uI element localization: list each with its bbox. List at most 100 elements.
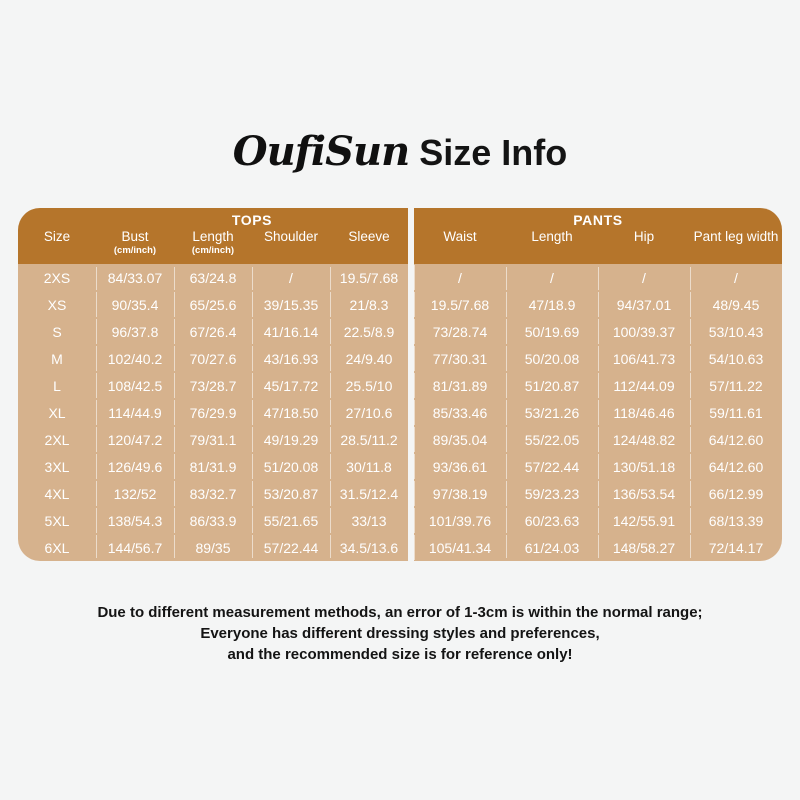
table-cell: 89/35.04 [414,426,506,453]
table-cell: 59/23.23 [506,480,598,507]
title-suffix: Size Info [419,132,568,173]
table-cell: 73/28.7 [174,372,252,399]
table-cell: 120/47.2 [96,426,174,453]
table-cell: 61/24.03 [506,534,598,561]
pants-body: / / //19.5/7.68 47/18.9 94/37.01 48/9.45 73/28… [414,264,782,561]
pants-header: PANTS Waist Length Hip Pant leg width [414,208,782,264]
column-header-bust-label: Bust [121,229,149,244]
column-header-pant-length-label: Length [531,229,573,244]
table-cell: 148/58.27 [598,534,690,561]
table-cell: 47/18.9 [506,291,598,318]
column-header-pant-leg-width: Pant leg width [690,228,782,264]
table-cell: 142/55.91 [598,507,690,534]
table-cell: 21/8.3 [330,291,408,318]
table-cell: 53/21.26 [506,399,598,426]
table-cell: 81/31.9 [174,453,252,480]
table-cell: 94/37.01 [598,291,690,318]
table-cell: 51/20.08 [252,453,330,480]
column-header-bust-unit: (cm/inch) [113,245,157,256]
table-cell: 28.5/11.2 [330,426,408,453]
column-header-waist: Waist [414,228,506,264]
table-cell: S [52,323,62,340]
table-cell: 68/13.39 [690,507,782,534]
column-header-pant-leg-width-label: Pant leg width [693,229,779,244]
table-cell: 57/22.44 [252,534,330,561]
column-header-sleeve-label: Sleeve [348,229,390,244]
table-cell: / [690,264,782,291]
table-row: 4XL 132/52 83/32.7 53/20.87 31.5/12.4 [18,480,408,507]
size-table: TOPS Size Bust (cm/inch) Length (cm/inch… [18,208,782,561]
table-row: 81/31.89 51/20.87 112/44.09 57/11.22 [414,372,782,399]
table-cell: L [53,377,61,394]
table-cell: 30/11.8 [330,453,408,480]
column-header-hip: Hip [598,228,690,264]
brand-name: OufiSun [232,128,410,175]
table-cell: / [598,264,690,291]
table-row: S 96/37.8 67/26.4 41/16.14 22.5/8.9 [18,318,408,345]
table-cell: 48/9.45 [690,291,782,318]
table-cell: 79/31.1 [174,426,252,453]
table-cell: 22.5/8.9 [330,318,408,345]
disclaimer-line-2: Everyone has different dressing styles a… [200,625,600,642]
table-cell: / [506,264,598,291]
table-cell: 53/10.43 [690,318,782,345]
column-header-size: Size [18,228,96,264]
table-cell: 144/56.7 [96,534,174,561]
table-cell: 55/22.05 [506,426,598,453]
table-cell: 49/19.29 [252,426,330,453]
table-cell: 19.5/7.68 [330,264,408,291]
table-cell: 27/10.6 [330,399,408,426]
table-cell: 83/32.7 [174,480,252,507]
table-cell: 132/52 [96,480,174,507]
table-cell: 53/20.87 [252,480,330,507]
table-cell: 100/39.37 [598,318,690,345]
table-cell: 89/35 [174,534,252,561]
table-cell: 41/16.14 [252,318,330,345]
table-cell: 6XL [44,539,70,556]
disclaimer-line-1: Due to different measurement methods, an… [97,604,703,621]
table-cell: 47/18.50 [252,399,330,426]
tops-column-headers: Size Bust (cm/inch) Length (cm/inch) Sho… [18,228,408,264]
table-cell: 63/24.8 [174,264,252,291]
table-cell: 3XL [44,458,70,475]
table-cell: 70/27.6 [174,345,252,372]
section-tops: TOPS Size Bust (cm/inch) Length (cm/inch… [18,208,408,561]
table-cell: 90/35.4 [96,291,174,318]
table-cell: 50/20.08 [506,345,598,372]
column-header-top-length-unit: (cm/inch) [191,245,235,256]
table-row: 101/39.76 60/23.63 142/55.91 68/13.39 [414,507,782,534]
table-cell: 2XL [44,431,70,448]
table-cell: 73/28.74 [414,318,506,345]
table-cell: XS [47,296,67,313]
table-row: 105/41.34 61/24.03 148/58.27 72/14.17 [414,534,782,561]
column-header-shoulder-label: Shoulder [263,229,319,244]
table-cell: 54/10.63 [690,345,782,372]
table-cell: 77/30.31 [414,345,506,372]
table-row: 77/30.31 50/20.08 106/41.73 54/10.63 [414,345,782,372]
table-cell: 25.5/10 [330,372,408,399]
table-cell: 96/37.8 [96,318,174,345]
table-row: 93/36.61 57/22.44 130/51.18 64/12.60 [414,453,782,480]
table-row: XS 90/35.4 65/25.6 39/15.35 21/8.3 [18,291,408,318]
table-cell: 136/53.54 [598,480,690,507]
table-cell: 2XS [43,269,71,286]
table-cell: XL [48,404,66,421]
table-cell: 76/29.9 [174,399,252,426]
table-row: 5XL 138/54.3 86/33.9 55/21.65 33/13 [18,507,408,534]
column-header-bust: Bust (cm/inch) [96,228,174,264]
table-cell: 43/16.93 [252,345,330,372]
table-row: 19.5/7.68 47/18.9 94/37.01 48/9.45 [414,291,782,318]
table-cell: 31.5/12.4 [330,480,408,507]
table-cell: 59/11.61 [690,399,782,426]
table-cell: 81/31.89 [414,372,506,399]
table-row: XL 114/44.9 76/29.9 47/18.50 27/10.6 [18,399,408,426]
tops-body: 2XS 84/33.07 63/24.8/19.5/7.68 XS 90/35.4 65/… [18,264,408,561]
table-cell: 45/17.72 [252,372,330,399]
table-cell: 51/20.87 [506,372,598,399]
group-label-pants: PANTS [573,212,623,228]
column-header-waist-label: Waist [443,229,477,244]
column-header-top-length-label: Length [192,229,234,244]
table-cell: 64/12.60 [690,453,782,480]
table-cell: 106/41.73 [598,345,690,372]
